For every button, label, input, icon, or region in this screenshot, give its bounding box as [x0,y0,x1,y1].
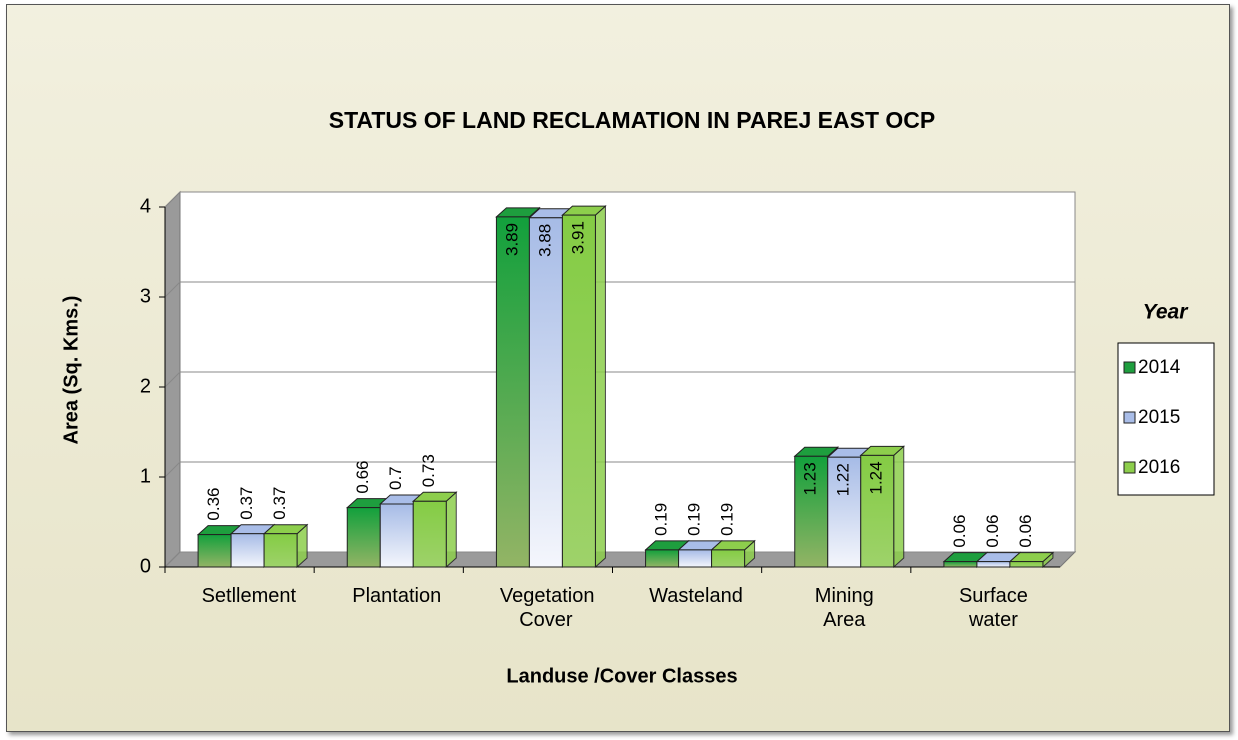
bar-side [445,491,457,569]
data-label: 0.7 [386,466,405,490]
legend-swatch [1123,361,1136,374]
bar [678,549,713,568]
bar [561,214,596,568]
x-axis-title: Landuse /Cover Classes [506,665,737,687]
x-tick-label: Setllement [201,585,297,607]
x-tick-label: Wasteland [649,585,743,607]
data-label: 3.88 [535,224,554,257]
bar [230,533,265,568]
data-label: 0.37 [270,487,289,520]
y-tick-label: 1 [140,465,151,487]
legend-swatch [1123,461,1136,474]
data-label: 3.91 [568,221,587,254]
bar [346,507,381,568]
bar [711,549,746,568]
bar-side [893,445,905,569]
y-tick-label: 2 [140,375,151,397]
bar [263,533,298,568]
data-label: 0.73 [419,454,438,487]
y-tick-label: 4 [140,195,151,217]
legend-label: 2016 [1138,457,1180,478]
data-label: 0.06 [983,515,1002,548]
bar [794,455,829,568]
grid-line [164,551,1075,568]
data-label: 1.23 [801,462,820,495]
data-label: 0.19 [652,503,671,536]
bar [412,500,447,568]
data-label: 0.06 [1016,515,1035,548]
bar [943,561,978,568]
legend-swatch [1123,411,1136,424]
data-label: 0.37 [237,487,256,520]
bar [197,534,232,568]
data-label: 3.89 [502,223,521,256]
bar [528,217,563,568]
data-label: 0.19 [718,503,737,536]
y-tick-label: 3 [140,285,151,307]
grid-line [164,371,1075,388]
y-tick-label: 0 [140,555,151,577]
legend-title: Year [1143,301,1190,324]
x-tick-label: Vegetation Cover [499,585,595,631]
data-label: 0.66 [353,461,372,494]
bar [645,549,680,568]
bar [495,216,530,568]
x-tick-label: Plantation [352,585,442,607]
data-label: 0.19 [685,503,704,536]
chart-title: STATUS OF LAND RECLAMATION IN PAREJ EAST… [329,107,936,133]
grid-line [164,281,1075,298]
data-label: 1.22 [834,463,853,496]
legend-label: 2014 [1138,357,1181,378]
bar [1009,561,1044,568]
x-tick-label: Surface water [958,585,1028,631]
legend-label: 2015 [1138,407,1180,428]
data-label: 1.24 [867,461,886,494]
y-axis-title: Area (Sq. Kms.) [60,296,82,445]
grid-line [164,461,1075,478]
bar [379,503,414,568]
bar [976,561,1011,568]
bar [860,454,895,568]
data-label: 0.36 [204,488,223,521]
grid-line [164,191,1075,208]
bar-side [594,204,606,569]
x-tick-label: Mining Area [814,585,874,631]
data-label: 0.06 [950,515,969,548]
